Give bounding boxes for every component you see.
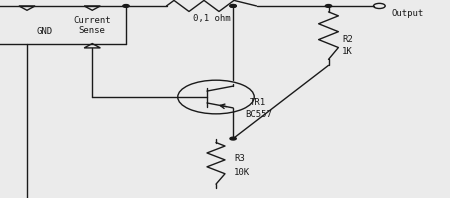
- Text: 10K: 10K: [234, 168, 250, 177]
- Text: 1K: 1K: [342, 47, 353, 56]
- Circle shape: [230, 137, 236, 140]
- Text: BC557: BC557: [245, 110, 272, 119]
- Text: R3: R3: [234, 154, 245, 163]
- Text: GND: GND: [37, 27, 53, 36]
- Circle shape: [325, 5, 332, 7]
- Text: TR1: TR1: [250, 98, 266, 108]
- Text: Current
Sense: Current Sense: [73, 16, 111, 35]
- Circle shape: [230, 5, 236, 7]
- Text: R2: R2: [342, 35, 353, 44]
- Circle shape: [230, 5, 236, 7]
- Text: 0,1 ohm: 0,1 ohm: [193, 14, 230, 23]
- Circle shape: [123, 5, 129, 7]
- Text: Output: Output: [392, 9, 424, 18]
